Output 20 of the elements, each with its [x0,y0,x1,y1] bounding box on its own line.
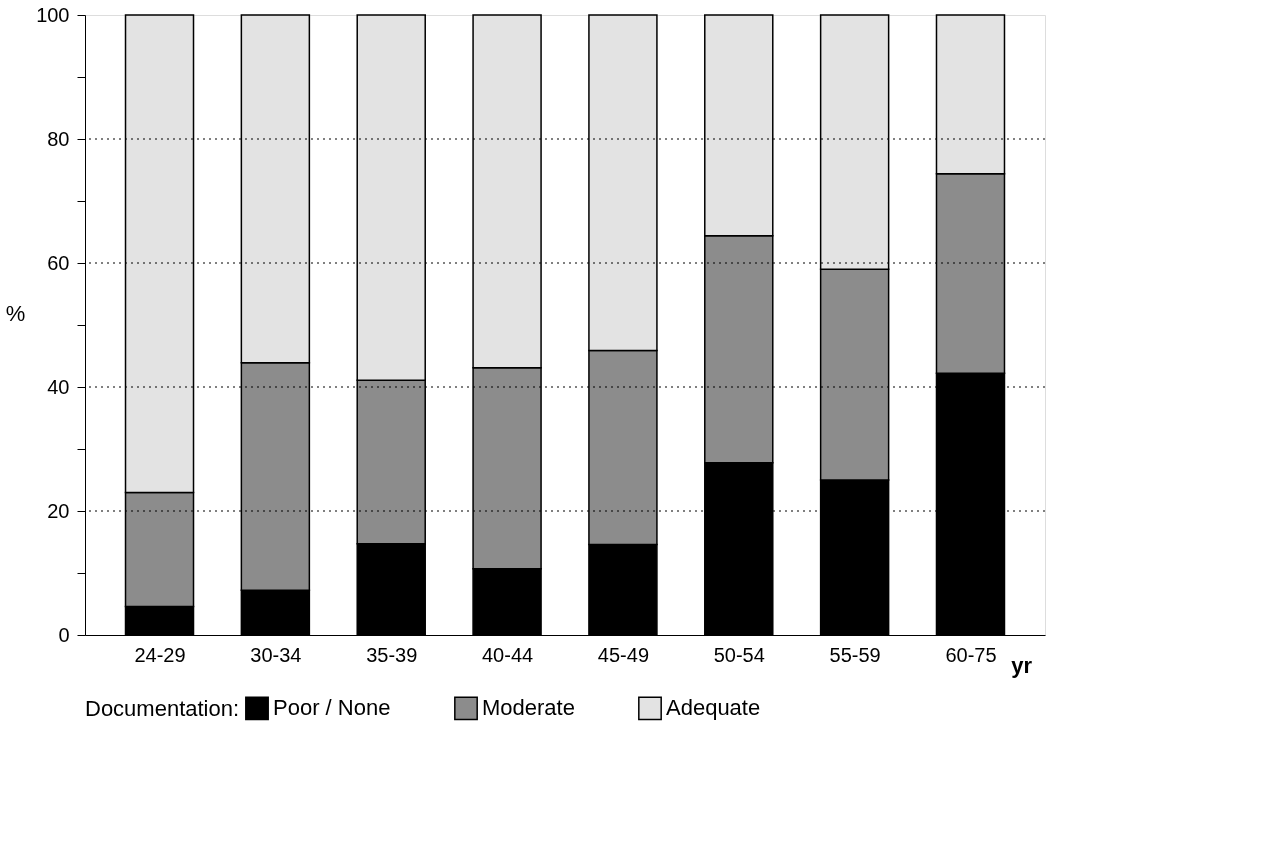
legend-label: Adequate [666,695,761,721]
x-tick-label: 45-49 [597,643,649,666]
x-tick-label: 50-54 [713,643,765,666]
legend-label: Poor / None [273,695,391,721]
x-tick-label: 60-75 [945,643,997,666]
y-tick-label: 60 [47,251,70,274]
x-axis-title: yr [1011,652,1033,678]
x-tick-label: 35-39 [366,643,418,666]
legend-label: Moderate [482,695,575,721]
y-tick-label: 0 [58,623,70,646]
y-tick-label: 80 [47,127,70,150]
y-tick-label: 100 [36,3,70,26]
y-axis-title: % [5,300,26,326]
x-tick-label: 40-44 [482,643,534,666]
legend-title: Documentation: [85,696,240,721]
y-tick-label: 20 [47,499,70,522]
y-tick-label: 40 [47,375,70,398]
x-tick-label: 30-34 [250,643,302,666]
x-tick-label: 55-59 [829,643,881,666]
x-tick-label: 24-29 [134,643,186,666]
